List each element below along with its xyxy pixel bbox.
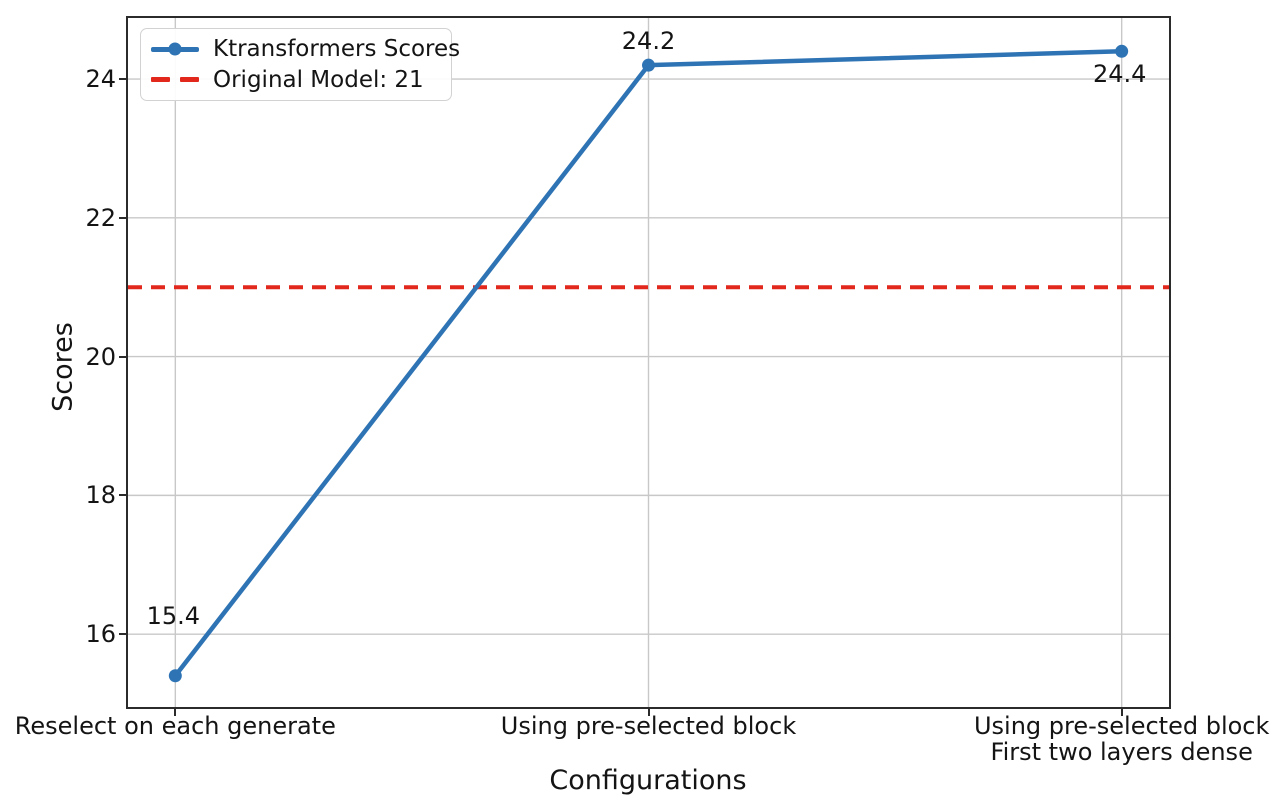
x-tick-label: Reselect on each generate [14,712,336,740]
point-value-label: 24.4 [1092,60,1147,89]
legend-dashed-line-icon [151,77,199,83]
x-tick-label: Using pre-selected block First two layer… [973,712,1270,766]
legend-item-reference: Original Model: 21 [151,65,441,96]
legend-reference-label: Original Model: 21 [213,66,424,93]
point-value-label: 24.2 [621,27,676,56]
y-tick-label: 20 [85,342,116,371]
y-tick-label: 18 [85,481,116,510]
tick-mark [119,355,127,358]
tick-mark [174,708,177,716]
tick-mark [119,633,127,636]
chart-canvas [128,18,1169,707]
tick-mark [119,494,127,497]
data-point-marker [642,58,655,72]
point-value-label: 15.4 [146,601,201,630]
x-tick-label: Using pre-selected block [500,712,797,740]
y-tick-label: 16 [85,620,116,649]
legend-marker-dot-icon [168,42,182,56]
tick-mark [1120,708,1123,716]
tick-mark [647,708,650,716]
plot-area: 15.4 24.2 24.4 [126,16,1171,709]
tick-mark [119,216,127,219]
legend: Ktransformers Scores Original Model: 21 [140,28,460,101]
x-axis-title: Configurations [549,765,747,796]
data-point-marker [168,669,182,683]
legend-line-marker-icon [151,42,199,56]
y-tick-label: 22 [85,203,116,232]
tick-mark [119,78,127,81]
y-tick-label: 24 [85,65,116,94]
legend-series-label: Ktransformers Scores [213,36,461,63]
data-point-marker [1115,44,1129,58]
legend-item-series: Ktransformers Scores [151,34,460,65]
